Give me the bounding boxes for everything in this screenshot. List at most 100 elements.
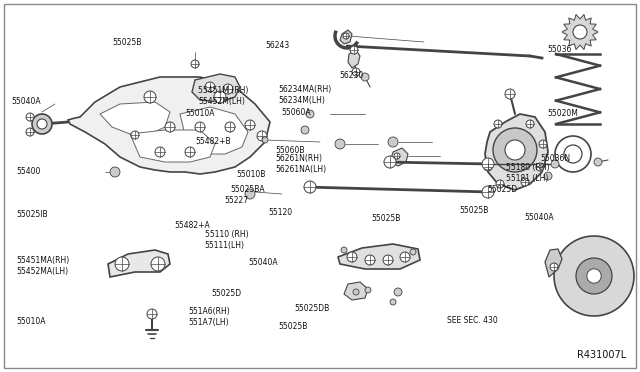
Text: 55060A: 55060A — [282, 108, 311, 117]
Circle shape — [257, 131, 267, 141]
Circle shape — [383, 255, 393, 265]
Text: 55020M: 55020M — [547, 109, 578, 118]
Polygon shape — [108, 250, 170, 277]
Circle shape — [505, 140, 525, 160]
Circle shape — [496, 180, 504, 188]
Circle shape — [144, 91, 156, 103]
Circle shape — [484, 163, 492, 171]
Circle shape — [394, 153, 400, 159]
Circle shape — [494, 120, 502, 128]
Polygon shape — [192, 74, 240, 102]
Circle shape — [554, 236, 634, 316]
Text: 55040A: 55040A — [12, 97, 41, 106]
Circle shape — [410, 249, 416, 255]
Circle shape — [195, 122, 205, 132]
Text: 55025D: 55025D — [488, 185, 518, 194]
Text: 55036: 55036 — [547, 45, 572, 54]
Polygon shape — [485, 114, 548, 190]
Circle shape — [573, 25, 587, 39]
Text: 55025D: 55025D — [211, 289, 241, 298]
Circle shape — [350, 46, 358, 54]
Text: 55010B: 55010B — [237, 170, 266, 179]
Circle shape — [394, 288, 402, 296]
Circle shape — [587, 269, 601, 283]
Text: 55036N: 55036N — [541, 154, 571, 163]
Circle shape — [388, 137, 398, 147]
Circle shape — [191, 60, 199, 68]
Polygon shape — [338, 244, 420, 269]
Circle shape — [521, 178, 529, 186]
Circle shape — [301, 126, 309, 134]
Circle shape — [165, 122, 175, 132]
Text: 55025B: 55025B — [278, 322, 308, 331]
Polygon shape — [100, 102, 170, 134]
Circle shape — [223, 84, 233, 94]
Circle shape — [482, 186, 494, 198]
Polygon shape — [545, 249, 562, 277]
Polygon shape — [562, 15, 598, 49]
Circle shape — [536, 163, 544, 171]
Circle shape — [400, 252, 410, 262]
Circle shape — [384, 156, 396, 168]
Circle shape — [352, 68, 360, 76]
Circle shape — [110, 167, 120, 177]
Circle shape — [131, 131, 139, 139]
Circle shape — [526, 120, 534, 128]
Circle shape — [245, 120, 255, 130]
Circle shape — [550, 263, 558, 271]
Text: 55040A: 55040A — [525, 213, 554, 222]
Circle shape — [26, 113, 34, 121]
Text: 551A6(RH)
551A7(LH): 551A6(RH) 551A7(LH) — [189, 307, 230, 327]
Text: 55400: 55400 — [16, 167, 40, 176]
Circle shape — [32, 114, 52, 134]
Polygon shape — [348, 50, 360, 68]
Text: 55120: 55120 — [269, 208, 293, 217]
Circle shape — [26, 128, 34, 136]
Text: 55482+B: 55482+B — [195, 137, 231, 146]
Circle shape — [493, 128, 537, 172]
Circle shape — [555, 136, 591, 172]
Text: 55025BA: 55025BA — [230, 185, 265, 194]
Circle shape — [304, 181, 316, 193]
Circle shape — [539, 140, 547, 148]
Circle shape — [185, 147, 195, 157]
Text: 55180 (RH)
55181 (LH): 55180 (RH) 55181 (LH) — [506, 163, 549, 183]
Circle shape — [205, 82, 215, 92]
Text: 55025DB: 55025DB — [294, 304, 330, 312]
Text: 56243: 56243 — [266, 41, 290, 50]
Text: 55010A: 55010A — [186, 109, 215, 118]
Text: R431007L: R431007L — [577, 350, 626, 360]
Text: 55482+A: 55482+A — [175, 221, 211, 230]
Text: 55025B: 55025B — [460, 206, 489, 215]
Circle shape — [551, 160, 559, 168]
Circle shape — [225, 122, 235, 132]
Text: 56234MA(RH)
56234M(LH): 56234MA(RH) 56234M(LH) — [278, 85, 332, 105]
Text: 55060B: 55060B — [275, 146, 305, 155]
Text: 55227: 55227 — [224, 196, 248, 205]
Circle shape — [544, 172, 552, 180]
Circle shape — [365, 255, 375, 265]
Text: 55451MA(RH)
55452MA(LH): 55451MA(RH) 55452MA(LH) — [16, 256, 69, 276]
Circle shape — [353, 289, 359, 295]
Text: 55010A: 55010A — [16, 317, 45, 326]
Circle shape — [341, 247, 347, 253]
Circle shape — [390, 299, 396, 305]
Polygon shape — [344, 282, 368, 300]
Circle shape — [343, 33, 349, 39]
Circle shape — [361, 73, 369, 81]
Circle shape — [115, 257, 129, 271]
Circle shape — [151, 257, 165, 271]
Text: SEE SEC. 430: SEE SEC. 430 — [447, 316, 497, 325]
Text: 55025B: 55025B — [112, 38, 141, 47]
Text: 55025B: 55025B — [371, 214, 401, 223]
Circle shape — [335, 139, 345, 149]
Text: 56230: 56230 — [339, 71, 364, 80]
Circle shape — [262, 137, 268, 143]
Text: 55110 (RH)
55111(LH): 55110 (RH) 55111(LH) — [205, 230, 248, 250]
Text: 55025IB: 55025IB — [16, 210, 47, 219]
Circle shape — [306, 110, 314, 118]
Polygon shape — [180, 107, 248, 154]
Polygon shape — [130, 130, 215, 162]
Polygon shape — [340, 30, 352, 44]
Circle shape — [564, 145, 582, 163]
